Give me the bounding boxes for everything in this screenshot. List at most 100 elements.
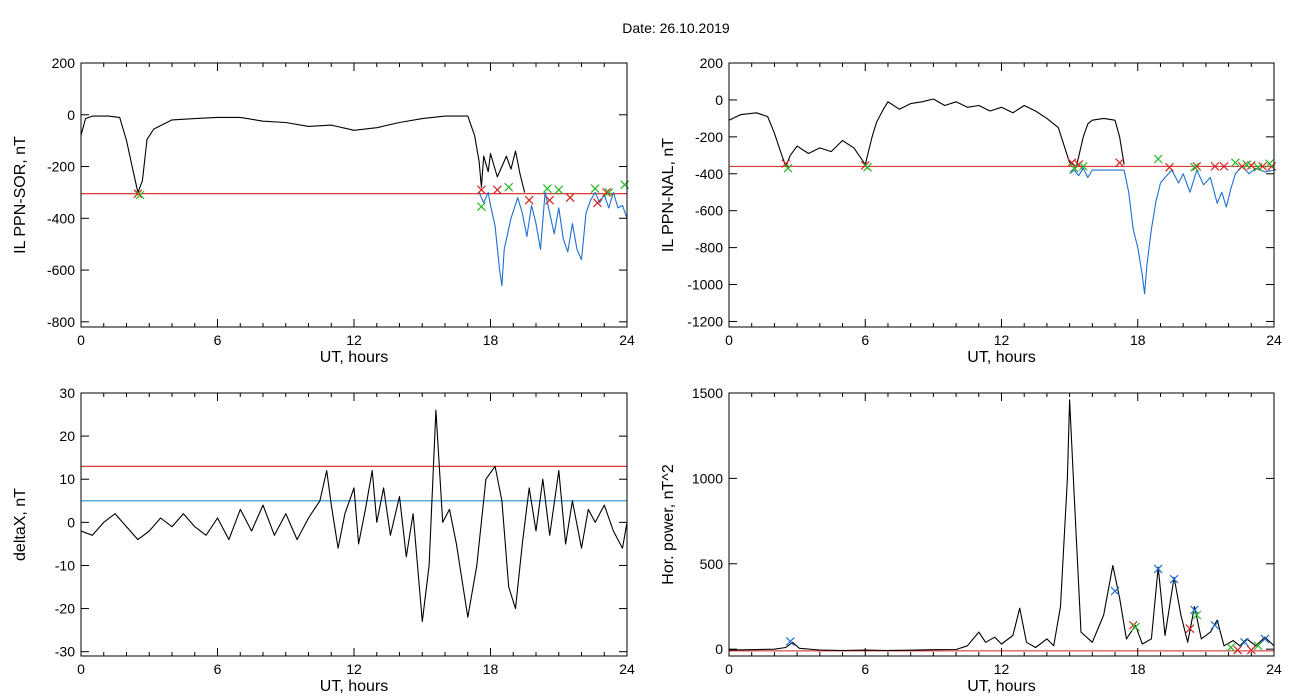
y-axis-label: deltaX, nT	[12, 488, 29, 561]
x-axis-label: UT, hours	[967, 349, 1035, 366]
y-tick-label-2: -200	[47, 159, 75, 175]
marker-2-2	[1226, 643, 1236, 652]
marker-0-0	[785, 637, 795, 646]
series-line-1	[1069, 165, 1274, 295]
marker-1-3	[1246, 645, 1256, 655]
marker-2-3	[1253, 641, 1263, 651]
y-tick-label-2: 10	[59, 471, 75, 487]
series-line-1	[478, 191, 627, 287]
x-tick-label-4: 24	[619, 332, 635, 348]
y-tick-label-1: 0	[67, 107, 75, 123]
y-tick-label-4: -600	[695, 203, 723, 219]
x-tick-label-0: 0	[725, 661, 733, 677]
marker-1-2	[1069, 163, 1079, 173]
marker-1-3	[1078, 161, 1088, 171]
x-tick-label-3: 18	[483, 661, 499, 677]
marker-1-5	[1190, 162, 1199, 172]
x-tick-label-2: 12	[994, 661, 1010, 677]
x-tick-label-3: 18	[483, 332, 499, 348]
x-tick-label-2: 12	[994, 332, 1010, 348]
x-tick-label-3: 18	[1130, 661, 1146, 677]
marker-1-0	[135, 190, 145, 200]
marker-0-1	[476, 185, 486, 195]
marker-0-5	[1210, 620, 1220, 630]
marker-1-7	[620, 180, 630, 190]
y-tick-label-2: 1000	[692, 470, 723, 486]
y-tick-label-0: 200	[52, 55, 76, 71]
marker-1-1	[1185, 624, 1195, 634]
figure-title: Date: 26.10.2019	[622, 20, 730, 36]
series-line-0	[81, 115, 526, 193]
x-axis-label: UT, hours	[967, 678, 1035, 695]
y-tick-label-0: 30	[59, 385, 75, 401]
marker-0-3	[1074, 160, 1084, 169]
marker-1-6	[604, 187, 614, 197]
marker-0-3	[524, 195, 534, 205]
series-line-0	[81, 409, 627, 623]
marker-2-1	[1192, 610, 1202, 620]
plot-frame	[728, 62, 1275, 328]
chart-delta-x: 0 6 12 18 24 30 20 10 0 -10 -20 -30 UT, hours deltaX,…	[12, 385, 635, 695]
x-tick-label-4: 24	[619, 661, 635, 677]
y-tick-label-6: -30	[55, 644, 75, 660]
y-tick-label-4: -600	[47, 262, 75, 278]
y-tick-label-1: 0	[715, 92, 723, 108]
marker-1-3	[542, 184, 552, 193]
chart-il-nal: 0 6 12 18 24 200 0 -200 -400 -600 -800 -1000 -1200 UT…	[660, 55, 1282, 366]
x-tick-label-4: 24	[1266, 661, 1282, 677]
x-axis-label: UT, hours	[320, 349, 388, 366]
marker-0-6	[1240, 637, 1249, 647]
y-tick-label-6: -1000	[687, 277, 723, 293]
marker-1-0	[783, 163, 793, 173]
x-tick-label-2: 12	[346, 332, 362, 348]
marker-1-9	[1265, 159, 1274, 169]
marker-1-2	[504, 182, 514, 192]
marker-1-2	[1233, 645, 1243, 655]
marker-0-2	[492, 185, 502, 195]
y-tick-label-2: -200	[695, 129, 723, 145]
marker-0-6	[593, 198, 602, 208]
marker-0-1	[1110, 586, 1120, 596]
marker-0-7	[1260, 634, 1270, 644]
marker-1-1	[476, 202, 486, 212]
y-tick-label-0: 200	[700, 55, 724, 71]
series-line-0	[729, 98, 1125, 167]
y-tick-label-5: -800	[695, 240, 723, 256]
marker-0-9	[1237, 161, 1247, 171]
marker-0-3	[1169, 574, 1179, 584]
marker-0-7	[1210, 161, 1220, 171]
marker-0-6	[1192, 161, 1202, 171]
marker-2-0	[1131, 622, 1140, 632]
chart-hor-power: 0 6 12 18 24 0 500 1000 1500 UT, hours Hor. power,…	[660, 385, 1282, 695]
y-tick-label-3: -400	[47, 210, 75, 226]
x-axis-label: UT, hours	[320, 678, 388, 695]
y-tick-label-5: -20	[55, 601, 75, 617]
marker-0-0	[133, 189, 143, 199]
x-tick-label-1: 6	[861, 661, 869, 677]
marker-0-0	[781, 159, 791, 169]
marker-1-6	[1230, 158, 1240, 168]
y-tick-label-7: -1200	[687, 313, 723, 329]
series-line-0	[729, 399, 1274, 652]
marker-0-2	[1153, 564, 1163, 574]
y-axis-label: IL PPN-NAL, nT	[660, 138, 677, 252]
x-tick-label-3: 18	[1130, 332, 1146, 348]
marker-1-5	[590, 184, 600, 193]
marker-1-4	[554, 185, 564, 195]
x-tick-label-1: 6	[214, 332, 222, 348]
marker-0-4	[545, 195, 555, 205]
x-tick-label-0: 0	[725, 332, 733, 348]
y-tick-label-3: 1500	[692, 385, 723, 401]
marker-0-8	[1219, 161, 1229, 171]
marker-0-4	[1190, 605, 1199, 615]
y-axis-label: Hor. power, nT^2	[660, 464, 677, 585]
plot-frame	[80, 392, 628, 657]
x-tick-label-2: 12	[346, 661, 362, 677]
y-axis-label: IL PPN-SOR, nT	[12, 136, 29, 254]
marker-1-4	[1153, 154, 1163, 164]
marker-0-7	[602, 187, 611, 197]
y-tick-label-1: 500	[700, 556, 724, 572]
marker-0-5	[1165, 162, 1174, 172]
marker-1-8	[1253, 162, 1263, 172]
x-tick-label-1: 6	[214, 661, 222, 677]
